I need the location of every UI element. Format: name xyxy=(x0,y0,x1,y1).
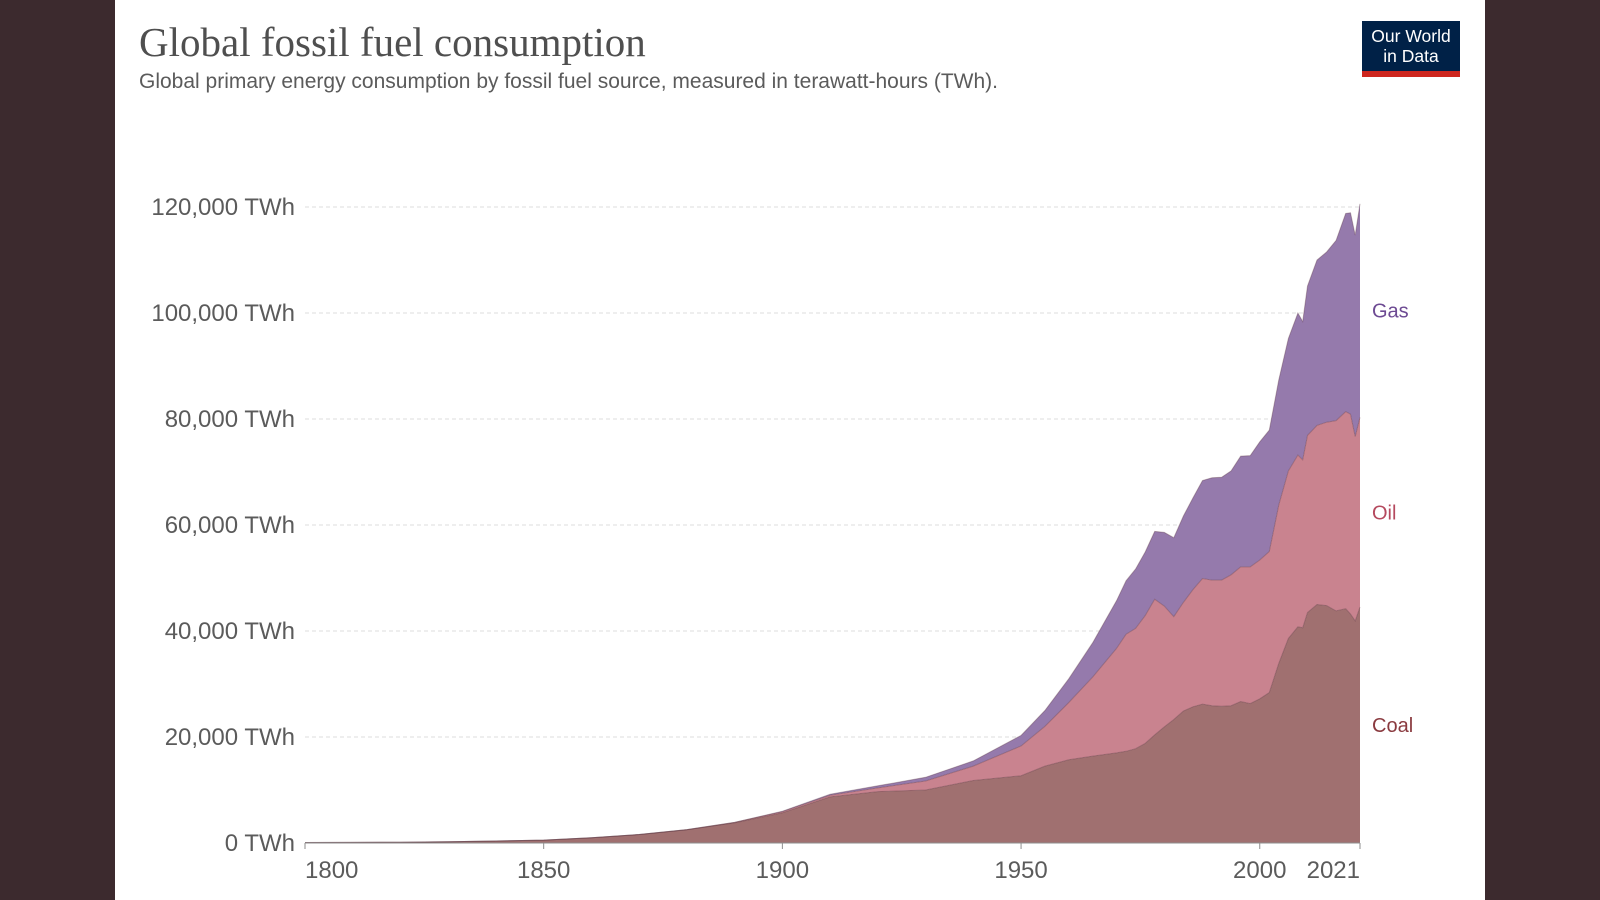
x-tick-label: 2021 xyxy=(1307,857,1360,884)
y-tick-label: 40,000 TWh xyxy=(165,618,295,645)
x-tick-label: 2000 xyxy=(1233,857,1286,884)
chart-panel: Global fossil fuel consumption Global pr… xyxy=(115,0,1485,900)
x-tick-label: 1850 xyxy=(517,857,570,884)
owid-logo[interactable]: Our World in Data xyxy=(1362,21,1460,77)
x-tick-label: 1900 xyxy=(756,857,809,884)
chart-title: Global fossil fuel consumption xyxy=(139,19,646,65)
y-tick-label: 100,000 TWh xyxy=(151,300,295,327)
line-coal xyxy=(304,603,1361,843)
series-label-oil: Oil xyxy=(1372,502,1396,524)
y-tick-label: 0 TWh xyxy=(225,830,295,857)
y-tick-label: 60,000 TWh xyxy=(165,512,295,539)
logo-line-2: in Data xyxy=(1383,46,1439,66)
line-oil xyxy=(304,410,1361,843)
x-tick-label: 1950 xyxy=(994,857,1047,884)
chart-subtitle: Global primary energy consumption by fos… xyxy=(139,70,999,93)
area-coal xyxy=(305,604,1360,843)
y-tick-label: 20,000 TWh xyxy=(165,724,295,751)
line-gas xyxy=(304,203,1361,843)
series-label-coal: Coal xyxy=(1372,715,1413,737)
y-tick-label: 80,000 TWh xyxy=(165,406,295,433)
stacked-area-chart: 0 TWh 20,000 TWh 40,000 TWh 60,000 TWh 80,00… xyxy=(151,194,1413,884)
x-tick-label: 1800 xyxy=(305,857,358,884)
y-tick-label: 120,000 TWh xyxy=(151,194,295,221)
logo-line-1: Our World xyxy=(1371,26,1451,46)
area-oil xyxy=(305,411,1360,843)
series-label-gas: Gas xyxy=(1372,301,1409,323)
